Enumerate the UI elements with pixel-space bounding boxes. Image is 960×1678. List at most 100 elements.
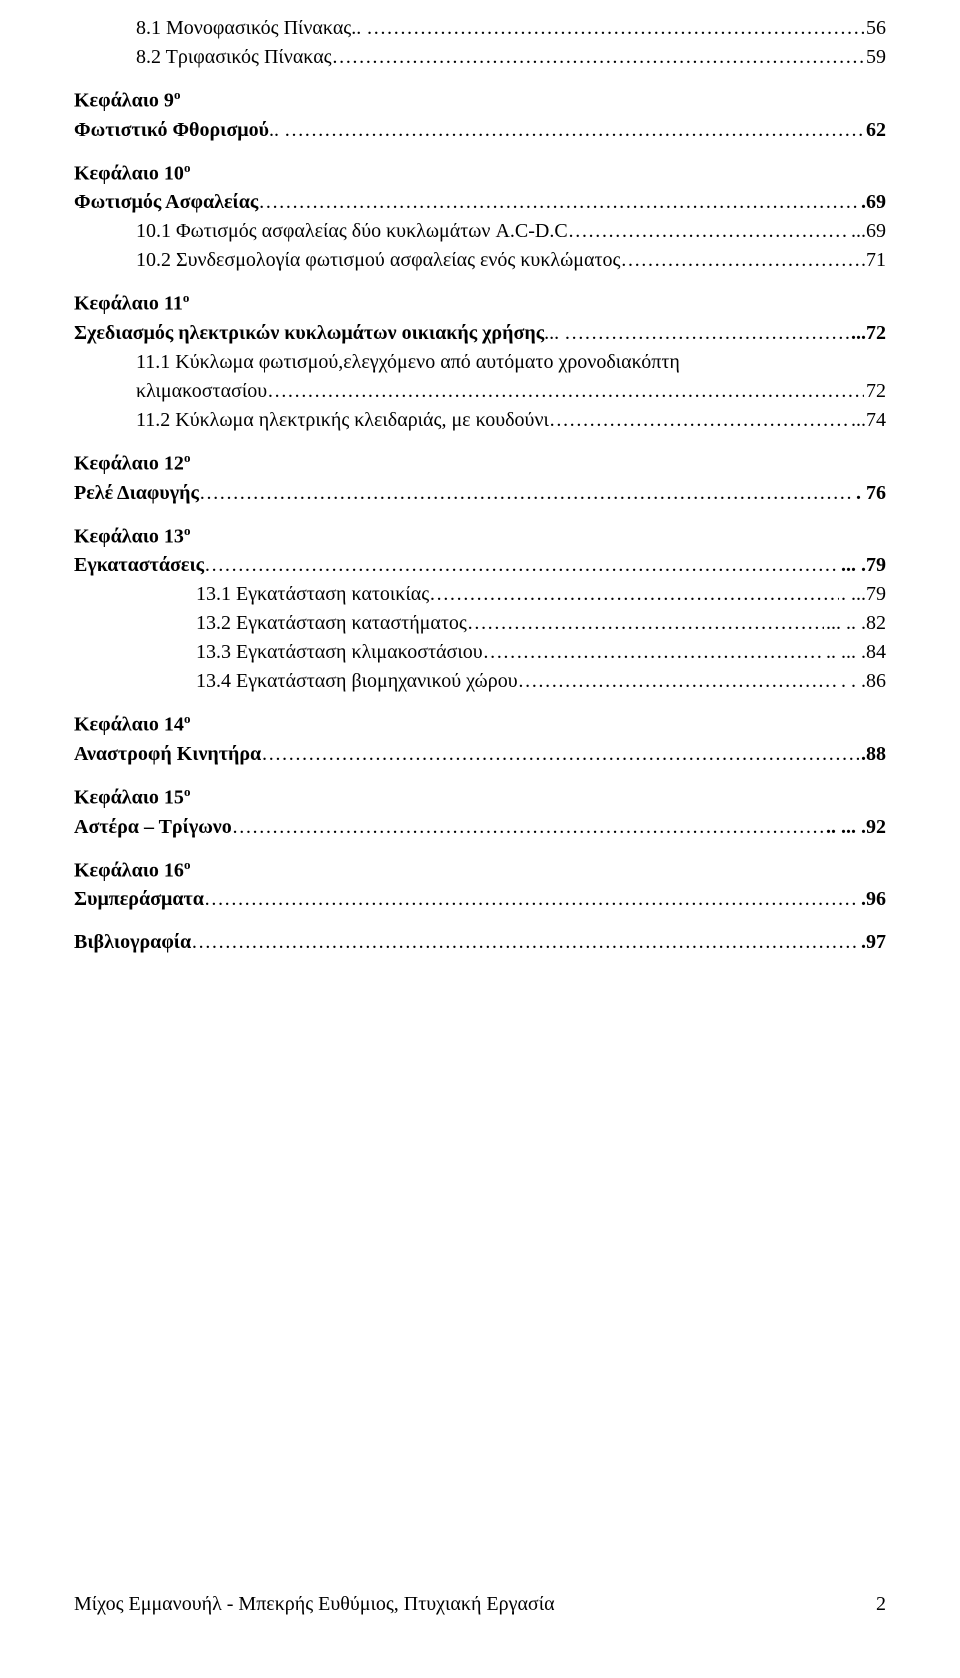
toc-page-number: 59 xyxy=(864,43,886,72)
toc-row: Αστέρα – Τρίγωνο………………………………………………………………… xyxy=(74,813,886,842)
toc-leader: …………………………………………………………………………………………………………… xyxy=(258,188,859,217)
toc-leader: …………………………………………………………………………………………………………… xyxy=(199,479,854,508)
toc-row: 11.1 Κύκλωμα φωτισμού,ελεγχόμενο από αυτ… xyxy=(74,348,886,377)
toc-page-number: ...72 xyxy=(849,319,886,348)
toc-row: Κεφάλαιο 11ο xyxy=(74,289,886,319)
toc-row: Βιβλιογραφία…………………………………………………………………………… xyxy=(74,928,886,957)
toc-row: Φωτισμός Ασφαλείας…………………………………………………………… xyxy=(74,188,886,217)
toc-spacer xyxy=(74,72,886,86)
toc-spacer xyxy=(74,696,886,710)
toc-entry-label: Κεφάλαιο 11ο xyxy=(74,289,189,319)
toc-row: 13.4 Εγκατάσταση βιομηχανικού χώρου……………… xyxy=(74,667,886,696)
toc-entry-label: Κεφάλαιο 13ο xyxy=(74,522,190,552)
toc-leader: …………………………………………………………………………………………………………… xyxy=(232,813,824,842)
toc-row: 13.2 Εγκατάσταση καταστήματος……………………………… xyxy=(74,609,886,638)
toc-entry-label: κλιμακοστασίου xyxy=(136,377,267,406)
toc-spacer xyxy=(74,914,886,928)
toc-row: 10.1 Φωτισμός ασφαλείας δύο κυκλωμάτων A… xyxy=(74,217,886,246)
toc-row: 8.1 Μονοφασικός Πίνακας.. ……………………………………… xyxy=(74,14,886,43)
toc-entry-label: Κεφάλαιο 15ο xyxy=(74,783,190,813)
toc-leader: .. …………………………………………………………………………………………………… xyxy=(351,14,864,43)
toc-entry-label: Βιβλιογραφία xyxy=(74,928,191,957)
toc-leader: …………………………………………………………………………………………………………… xyxy=(549,406,849,435)
toc-entry-label: 13.4 Εγκατάσταση βιομηχανικού χώρου xyxy=(196,667,518,696)
toc-page-number: ...74 xyxy=(849,406,886,435)
toc-row: Εγκαταστάσεις………………………………………………………………………… xyxy=(74,551,886,580)
toc-row: Φωτιστικό Φθορισμού.. ………………………………………………… xyxy=(74,116,886,145)
toc-page-number: .96 xyxy=(859,885,886,914)
toc-entry-label: Συμπεράσματα xyxy=(74,885,204,914)
toc-row: Συμπεράσματα…………………………………………………………………………… xyxy=(74,885,886,914)
toc-entry-label: 13.3 Εγκατάσταση κλιμακοστάσιου xyxy=(196,638,483,667)
toc-row: Αναστροφή Κινητήρα…………………………………………………………… xyxy=(74,740,886,769)
toc-leader: …………………………………………………………………………………………………………… xyxy=(204,551,839,580)
toc-entry-label: Εγκαταστάσεις xyxy=(74,551,204,580)
toc-spacer xyxy=(74,769,886,783)
footer-page-number: 2 xyxy=(876,1593,886,1616)
toc-leader: …………………………………………………………………………………………………………… xyxy=(467,609,824,638)
toc-entry-label: Ρελέ Διαφυγής xyxy=(74,479,199,508)
toc-entry-label: 10.1 Φωτισμός ασφαλείας δύο κυκλωμάτων A… xyxy=(136,217,568,246)
toc-leader: …………………………………………………………………………………………………………… xyxy=(332,43,864,72)
toc-page-number: 56 xyxy=(864,14,886,43)
toc-entry-label: Αστέρα – Τρίγωνο xyxy=(74,813,232,842)
toc-row: Κεφάλαιο 15ο xyxy=(74,783,886,813)
toc-row: κλιμακοστασίου……………………………………………………………………… xyxy=(74,377,886,406)
toc-leader: …………………………………………………………………………………………………………… xyxy=(204,885,859,914)
toc-row: Σχεδιασμός ηλεκτρικών κυκλωμάτων οικιακή… xyxy=(74,319,886,348)
toc-row: 13.3 Εγκατάσταση κλιμακοστάσιου………………………… xyxy=(74,638,886,667)
table-of-contents: 8.1 Μονοφασικός Πίνακας.. ……………………………………… xyxy=(74,14,886,957)
toc-entry-label: Κεφάλαιο 9ο xyxy=(74,86,180,116)
toc-entry-label: Σχεδιασμός ηλεκτρικών κυκλωμάτων οικιακή… xyxy=(74,319,544,348)
toc-page-number: ... .. .82 xyxy=(824,609,886,638)
toc-row: Κεφάλαιο 10ο xyxy=(74,159,886,189)
toc-entry-label: 8.2 Τριφασικός Πίνακας xyxy=(136,43,332,72)
toc-page-number: 62 xyxy=(864,116,886,145)
toc-spacer xyxy=(74,435,886,449)
toc-row: Κεφάλαιο 12ο xyxy=(74,449,886,479)
toc-entry-label: Φωτισμός Ασφαλείας xyxy=(74,188,258,217)
toc-row: Κεφάλαιο 16ο xyxy=(74,856,886,886)
toc-spacer xyxy=(74,145,886,159)
toc-entry-label: 11.2 Κύκλωμα ηλεκτρικής κλειδαριάς, με κ… xyxy=(136,406,549,435)
toc-spacer xyxy=(74,275,886,289)
toc-row: Κεφάλαιο 9ο xyxy=(74,86,886,116)
toc-entry-label: Κεφάλαιο 16ο xyxy=(74,856,190,886)
toc-leader: …………………………………………………………………………………………………………… xyxy=(518,667,839,696)
toc-entry-label: Κεφάλαιο 10ο xyxy=(74,159,190,189)
toc-row: 11.2 Κύκλωμα ηλεκτρικής κλειδαριάς, με κ… xyxy=(74,406,886,435)
toc-leader: …………………………………………………………………………………………………………… xyxy=(261,740,859,769)
toc-page-number: .. ... .92 xyxy=(824,813,886,842)
toc-leader: …………………………………………………………………………………………………………… xyxy=(429,580,839,609)
toc-page-number: .71 xyxy=(859,246,886,275)
toc-page-number: ... .79 xyxy=(839,551,886,580)
toc-spacer xyxy=(74,508,886,522)
toc-page-number: . 76 xyxy=(854,479,886,508)
toc-page-number: . . .86 xyxy=(839,667,886,696)
toc-entry-label: 13.2 Εγκατάσταση καταστήματος xyxy=(196,609,467,638)
toc-entry-label: 13.1 Εγκατάσταση κατοικίας xyxy=(196,580,429,609)
toc-spacer xyxy=(74,842,886,856)
toc-page-number: .. ... .84 xyxy=(824,638,886,667)
toc-leader: ... ………………………………………………………………………………………………… xyxy=(544,319,849,348)
toc-page-number: .88 xyxy=(859,740,886,769)
toc-entry-label: Φωτιστικό Φθορισμού xyxy=(74,116,269,145)
toc-row: 8.2 Τριφασικός Πίνακας………………………………………………… xyxy=(74,43,886,72)
toc-row: Κεφάλαιο 13ο xyxy=(74,522,886,552)
toc-entry-label: 11.1 Κύκλωμα φωτισμού,ελεγχόμενο από αυτ… xyxy=(136,348,680,377)
toc-leader: …………………………………………………………………………………………………………… xyxy=(191,928,859,957)
toc-entry-label: Κεφάλαιο 14ο xyxy=(74,710,190,740)
toc-row: Κεφάλαιο 14ο xyxy=(74,710,886,740)
toc-row: 13.1 Εγκατάσταση κατοικίας……………………………………… xyxy=(74,580,886,609)
toc-leader: …………………………………………………………………………………………………………… xyxy=(568,217,849,246)
footer-left: Μίχος Εμμανουήλ - Μπεκρής Ευθύμιος, Πτυχ… xyxy=(74,1593,555,1616)
toc-page-number: . ...79 xyxy=(839,580,886,609)
page-footer: Μίχος Εμμανουήλ - Μπεκρής Ευθύμιος, Πτυχ… xyxy=(74,1593,886,1616)
toc-row: 10.2 Συνδεσμολογία φωτισμού ασφαλείας εν… xyxy=(74,246,886,275)
toc-page-number: .69 xyxy=(859,188,886,217)
toc-leader: …………………………………………………………………………………………………………… xyxy=(267,377,864,406)
toc-leader: …………………………………………………………………………………………………………… xyxy=(620,246,859,275)
toc-entry-label: Αναστροφή Κινητήρα xyxy=(74,740,261,769)
toc-entry-label: Κεφάλαιο 12ο xyxy=(74,449,190,479)
toc-entry-label: 10.2 Συνδεσμολογία φωτισμού ασφαλείας εν… xyxy=(136,246,620,275)
